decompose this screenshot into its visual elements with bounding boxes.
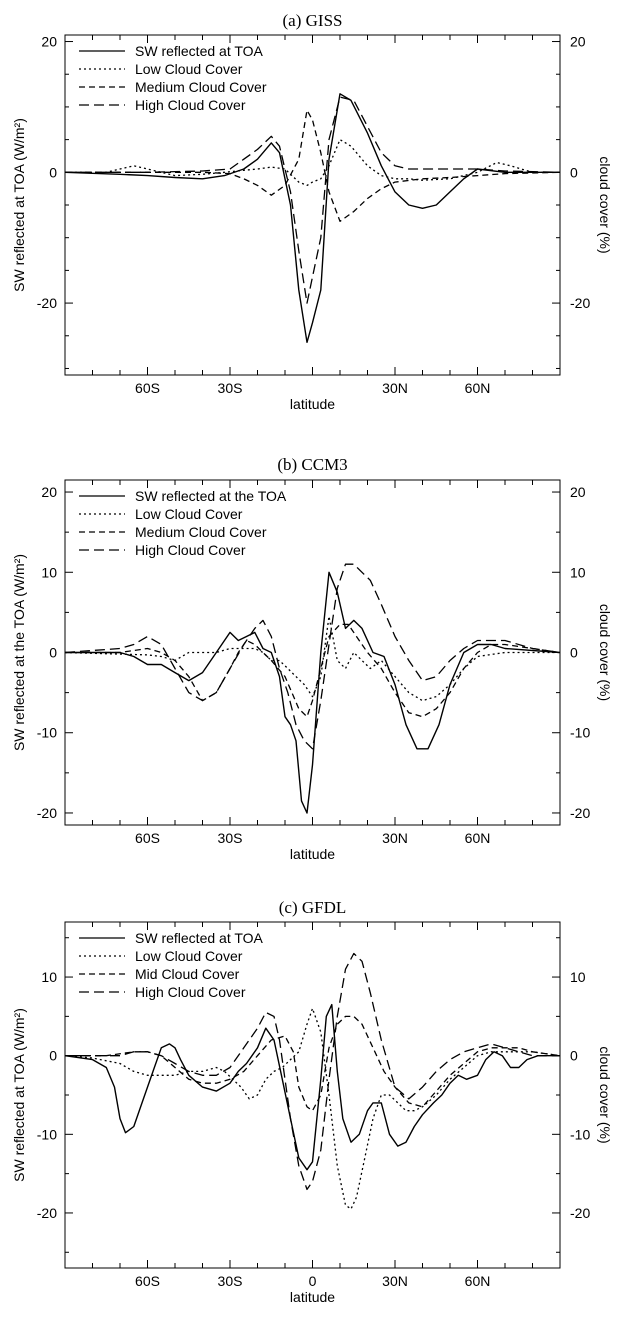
series-line-4	[65, 952, 560, 1191]
legend-label: High Cloud Cover	[135, 542, 246, 558]
chart-title: (a) GISS	[283, 11, 343, 30]
legend-label: Medium Cloud Cover	[135, 79, 267, 95]
series-line-3	[65, 1015, 561, 1112]
legend-label: Low Cloud Cover	[135, 61, 243, 77]
y-tick-label: 0	[49, 645, 57, 661]
y-tick-label: 20	[41, 484, 57, 500]
x-tick-label: 60S	[135, 380, 160, 396]
series-line-1	[64, 1003, 560, 1171]
y2-tick-label: 0	[570, 645, 578, 661]
series-line-1	[65, 571, 561, 814]
y2-tick-label: -20	[570, 1205, 590, 1221]
x-tick-label: 60S	[135, 830, 160, 846]
y-tick-label: -20	[37, 805, 57, 821]
x-tick-label: 60N	[465, 1273, 491, 1289]
series-line-2	[64, 615, 560, 702]
x-tick-label: 30S	[218, 1273, 243, 1289]
x-tick-label: 30N	[382, 830, 408, 846]
x-tick-label: 60N	[465, 380, 491, 396]
x-tick-label: 30N	[382, 380, 408, 396]
series-line-3	[65, 109, 561, 222]
y-tick-label: -10	[37, 725, 57, 741]
x-axis-label: latitude	[290, 846, 335, 862]
chart-title: (c) GFDL	[279, 898, 347, 917]
y-tick-label: 20	[41, 34, 57, 50]
x-tick-label: 30N	[382, 1273, 408, 1289]
y-tick-label: 10	[41, 564, 57, 580]
legend-label: Low Cloud Cover	[135, 506, 243, 522]
y-tick-label: 0	[49, 164, 57, 180]
x-tick-label: 30S	[218, 380, 243, 396]
y2-tick-label: 10	[570, 564, 586, 580]
chart-title: (b) CCM3	[277, 455, 347, 474]
chart-panel-2: (b) CCM3 60S 30S 30N 60N latitude 20 20 10 10 0 0 -1…	[11, 455, 613, 862]
x-tick-label: 60S	[135, 1273, 160, 1289]
y2-tick-label: 20	[570, 484, 586, 500]
y-tick-label: 10	[41, 969, 57, 985]
series-line-2	[65, 138, 560, 187]
legend-label: Low Cloud Cover	[135, 948, 243, 964]
series-line-4	[64, 563, 561, 750]
legend-label: SW reflected at the TOA	[135, 488, 287, 504]
y2-tick-label: -20	[570, 295, 590, 311]
y-tick-label: -20	[37, 1205, 57, 1221]
legend-label: SW reflected at TOA	[135, 43, 264, 59]
y2-tick-label: 0	[570, 1048, 578, 1064]
legend-label: High Cloud Cover	[135, 984, 246, 1000]
y-tick-label: -10	[37, 1126, 57, 1142]
x-tick-label: 30S	[218, 830, 243, 846]
y-axis-label: SW reflected at TOA (W/m²)	[11, 1008, 27, 1182]
series-line-1	[64, 93, 560, 343]
y2-axis-label: cloud cover (%)	[597, 156, 613, 253]
series-line-2	[64, 1007, 561, 1210]
y2-tick-label: 0	[570, 164, 578, 180]
x-axis-label: latitude	[290, 1289, 335, 1305]
legend-label: Medium Cloud Cover	[135, 524, 267, 540]
x-tick-label: 0	[309, 1273, 317, 1289]
series-line-4	[65, 96, 561, 304]
y2-tick-label: 10	[570, 969, 586, 985]
legend-label: SW reflected at TOA	[135, 930, 264, 946]
y2-tick-label: -10	[570, 725, 590, 741]
y-axis-label: SW reflected at the TOA (W/m²)	[11, 554, 27, 751]
chart-panel-1: (a) GISS 60S 30S 30N 60N latitude 20 20 0 0 -20 -20…	[11, 11, 613, 412]
y2-axis-label: cloud cover (%)	[597, 1046, 613, 1143]
legend-label: Mid Cloud Cover	[135, 966, 240, 982]
chart-panel-3: (c) GFDL 60S 30S 0 30N 60N latitude 10 10 0 0 -10 -1…	[11, 898, 613, 1305]
y-axis-label: SW reflected at TOA (W/m²)	[11, 118, 27, 292]
x-tick-label: 60N	[465, 830, 491, 846]
y-tick-label: -20	[37, 295, 57, 311]
y-tick-label: 0	[49, 1048, 57, 1064]
y2-axis-label: cloud cover (%)	[597, 604, 613, 701]
legend-label: High Cloud Cover	[135, 97, 246, 113]
y2-tick-label: -10	[570, 1126, 590, 1142]
y2-tick-label: -20	[570, 805, 590, 821]
x-axis-label: latitude	[290, 396, 335, 412]
y2-tick-label: 20	[570, 34, 586, 50]
series-line-3	[65, 623, 561, 718]
